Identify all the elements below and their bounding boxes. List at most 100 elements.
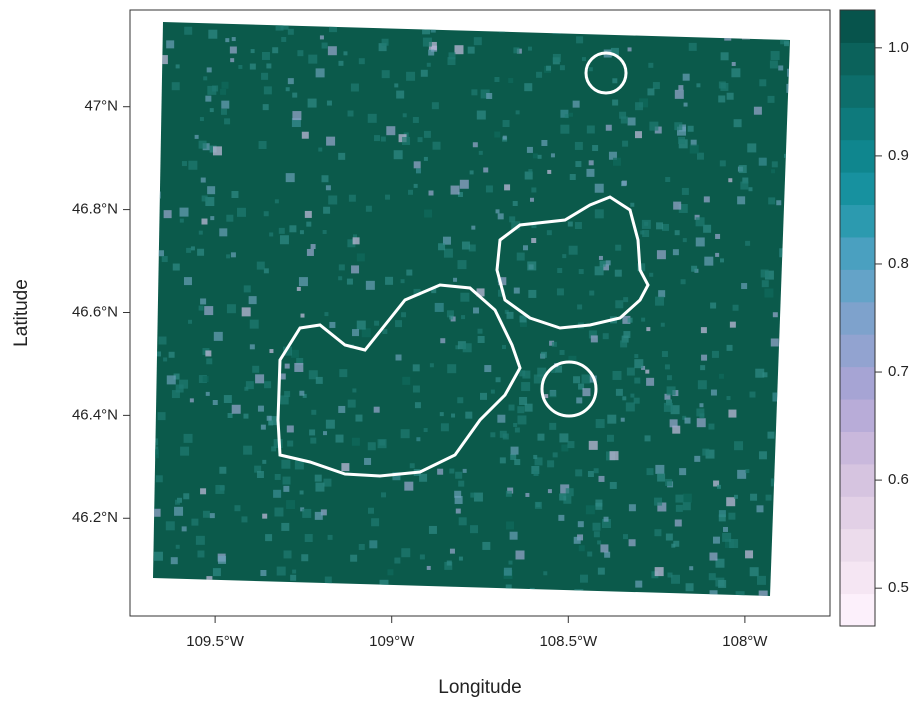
raster-cell xyxy=(557,288,564,295)
raster-cell xyxy=(184,277,192,285)
raster-cell xyxy=(727,345,733,351)
raster-cell xyxy=(494,131,500,137)
raster-cell xyxy=(795,470,799,474)
raster-cell xyxy=(233,584,237,588)
raster-cell xyxy=(728,513,735,520)
raster-cell xyxy=(459,517,467,525)
raster-cell xyxy=(154,260,158,264)
raster-cell xyxy=(679,468,686,475)
colorbar-tick-label: 0.6 xyxy=(888,471,909,488)
raster-cell xyxy=(440,338,445,343)
raster-cell xyxy=(547,170,551,174)
raster-cell xyxy=(745,550,753,558)
raster-cell xyxy=(454,599,463,608)
raster-cell xyxy=(780,510,786,516)
raster-cell xyxy=(767,432,774,439)
raster-cell xyxy=(576,397,582,403)
raster-cell xyxy=(510,454,516,460)
raster-cell xyxy=(424,428,428,432)
raster-cell xyxy=(686,583,694,591)
raster-cell xyxy=(437,469,443,475)
raster-cell xyxy=(415,402,421,408)
raster-cell xyxy=(595,266,604,275)
raster-cell xyxy=(579,269,584,274)
raster-cell xyxy=(449,52,456,59)
y-tick-label: 46.8°N xyxy=(72,201,118,218)
raster-cell xyxy=(368,442,376,450)
raster-cell xyxy=(500,20,509,29)
raster-cell xyxy=(250,320,259,329)
raster-cell xyxy=(463,469,467,473)
raster-cell xyxy=(776,498,782,504)
colorbar-band xyxy=(840,172,875,205)
raster-cell xyxy=(791,600,796,605)
raster-cell xyxy=(416,437,420,441)
raster-cell xyxy=(577,304,582,309)
colorbar-band xyxy=(840,10,875,43)
raster-cell xyxy=(371,518,379,526)
raster-cell xyxy=(667,375,672,380)
raster-cell xyxy=(709,573,716,580)
raster-cell xyxy=(302,509,311,518)
raster-cell xyxy=(566,488,574,496)
raster-cell xyxy=(587,125,595,133)
raster-cell xyxy=(350,555,357,562)
raster-cell xyxy=(595,500,602,507)
raster-cell xyxy=(723,527,728,532)
raster-cell xyxy=(768,96,775,103)
raster-cell xyxy=(645,370,649,374)
raster-cell xyxy=(691,266,697,272)
raster-cell xyxy=(243,414,248,419)
raster-cell xyxy=(424,157,428,161)
raster-cell xyxy=(450,549,455,554)
raster-cell xyxy=(587,552,592,557)
raster-cell xyxy=(568,222,573,227)
y-tick-label: 46.4°N xyxy=(72,406,118,423)
raster-cell xyxy=(697,153,704,160)
raster-cell xyxy=(547,230,552,235)
raster-cell xyxy=(428,50,434,56)
raster-cell xyxy=(537,434,544,441)
raster-cell xyxy=(172,82,180,90)
raster-cell xyxy=(298,600,306,608)
colorbar-band xyxy=(840,205,875,238)
raster-cell xyxy=(671,575,680,584)
raster-cell xyxy=(747,143,756,152)
raster-cell xyxy=(197,249,204,256)
raster-cell xyxy=(496,377,501,382)
raster-cell xyxy=(176,64,180,68)
raster-cell xyxy=(779,399,784,404)
raster-cell xyxy=(557,268,562,273)
raster-cell xyxy=(311,244,316,249)
colorbar-band xyxy=(840,529,875,562)
raster-cell xyxy=(208,30,217,39)
raster-cell xyxy=(533,153,538,158)
raster-cell xyxy=(338,276,342,280)
raster-cell xyxy=(506,491,512,497)
raster-cell xyxy=(297,287,301,291)
raster-cell xyxy=(323,207,330,214)
raster-cell xyxy=(711,390,717,396)
raster-cell xyxy=(527,147,533,153)
raster-cell xyxy=(514,459,520,465)
raster-cell xyxy=(600,544,608,552)
raster-cell xyxy=(180,208,189,217)
raster-cell xyxy=(473,307,479,313)
raster-cell xyxy=(790,297,794,301)
raster-cell xyxy=(728,178,732,182)
raster-cell xyxy=(792,557,797,562)
raster-cell xyxy=(351,265,359,273)
raster-cell xyxy=(800,577,805,582)
raster-cell xyxy=(517,253,525,261)
raster-cell xyxy=(284,550,292,558)
raster-cell xyxy=(634,354,638,358)
raster-cell xyxy=(213,568,221,576)
raster-cell xyxy=(630,203,634,207)
raster-cell xyxy=(374,407,380,413)
raster-cell xyxy=(440,412,444,416)
raster-cell xyxy=(262,514,267,519)
raster-cell xyxy=(786,84,795,93)
raster-cell xyxy=(338,61,343,66)
raster-cell xyxy=(575,161,581,167)
raster-cell xyxy=(394,83,398,87)
